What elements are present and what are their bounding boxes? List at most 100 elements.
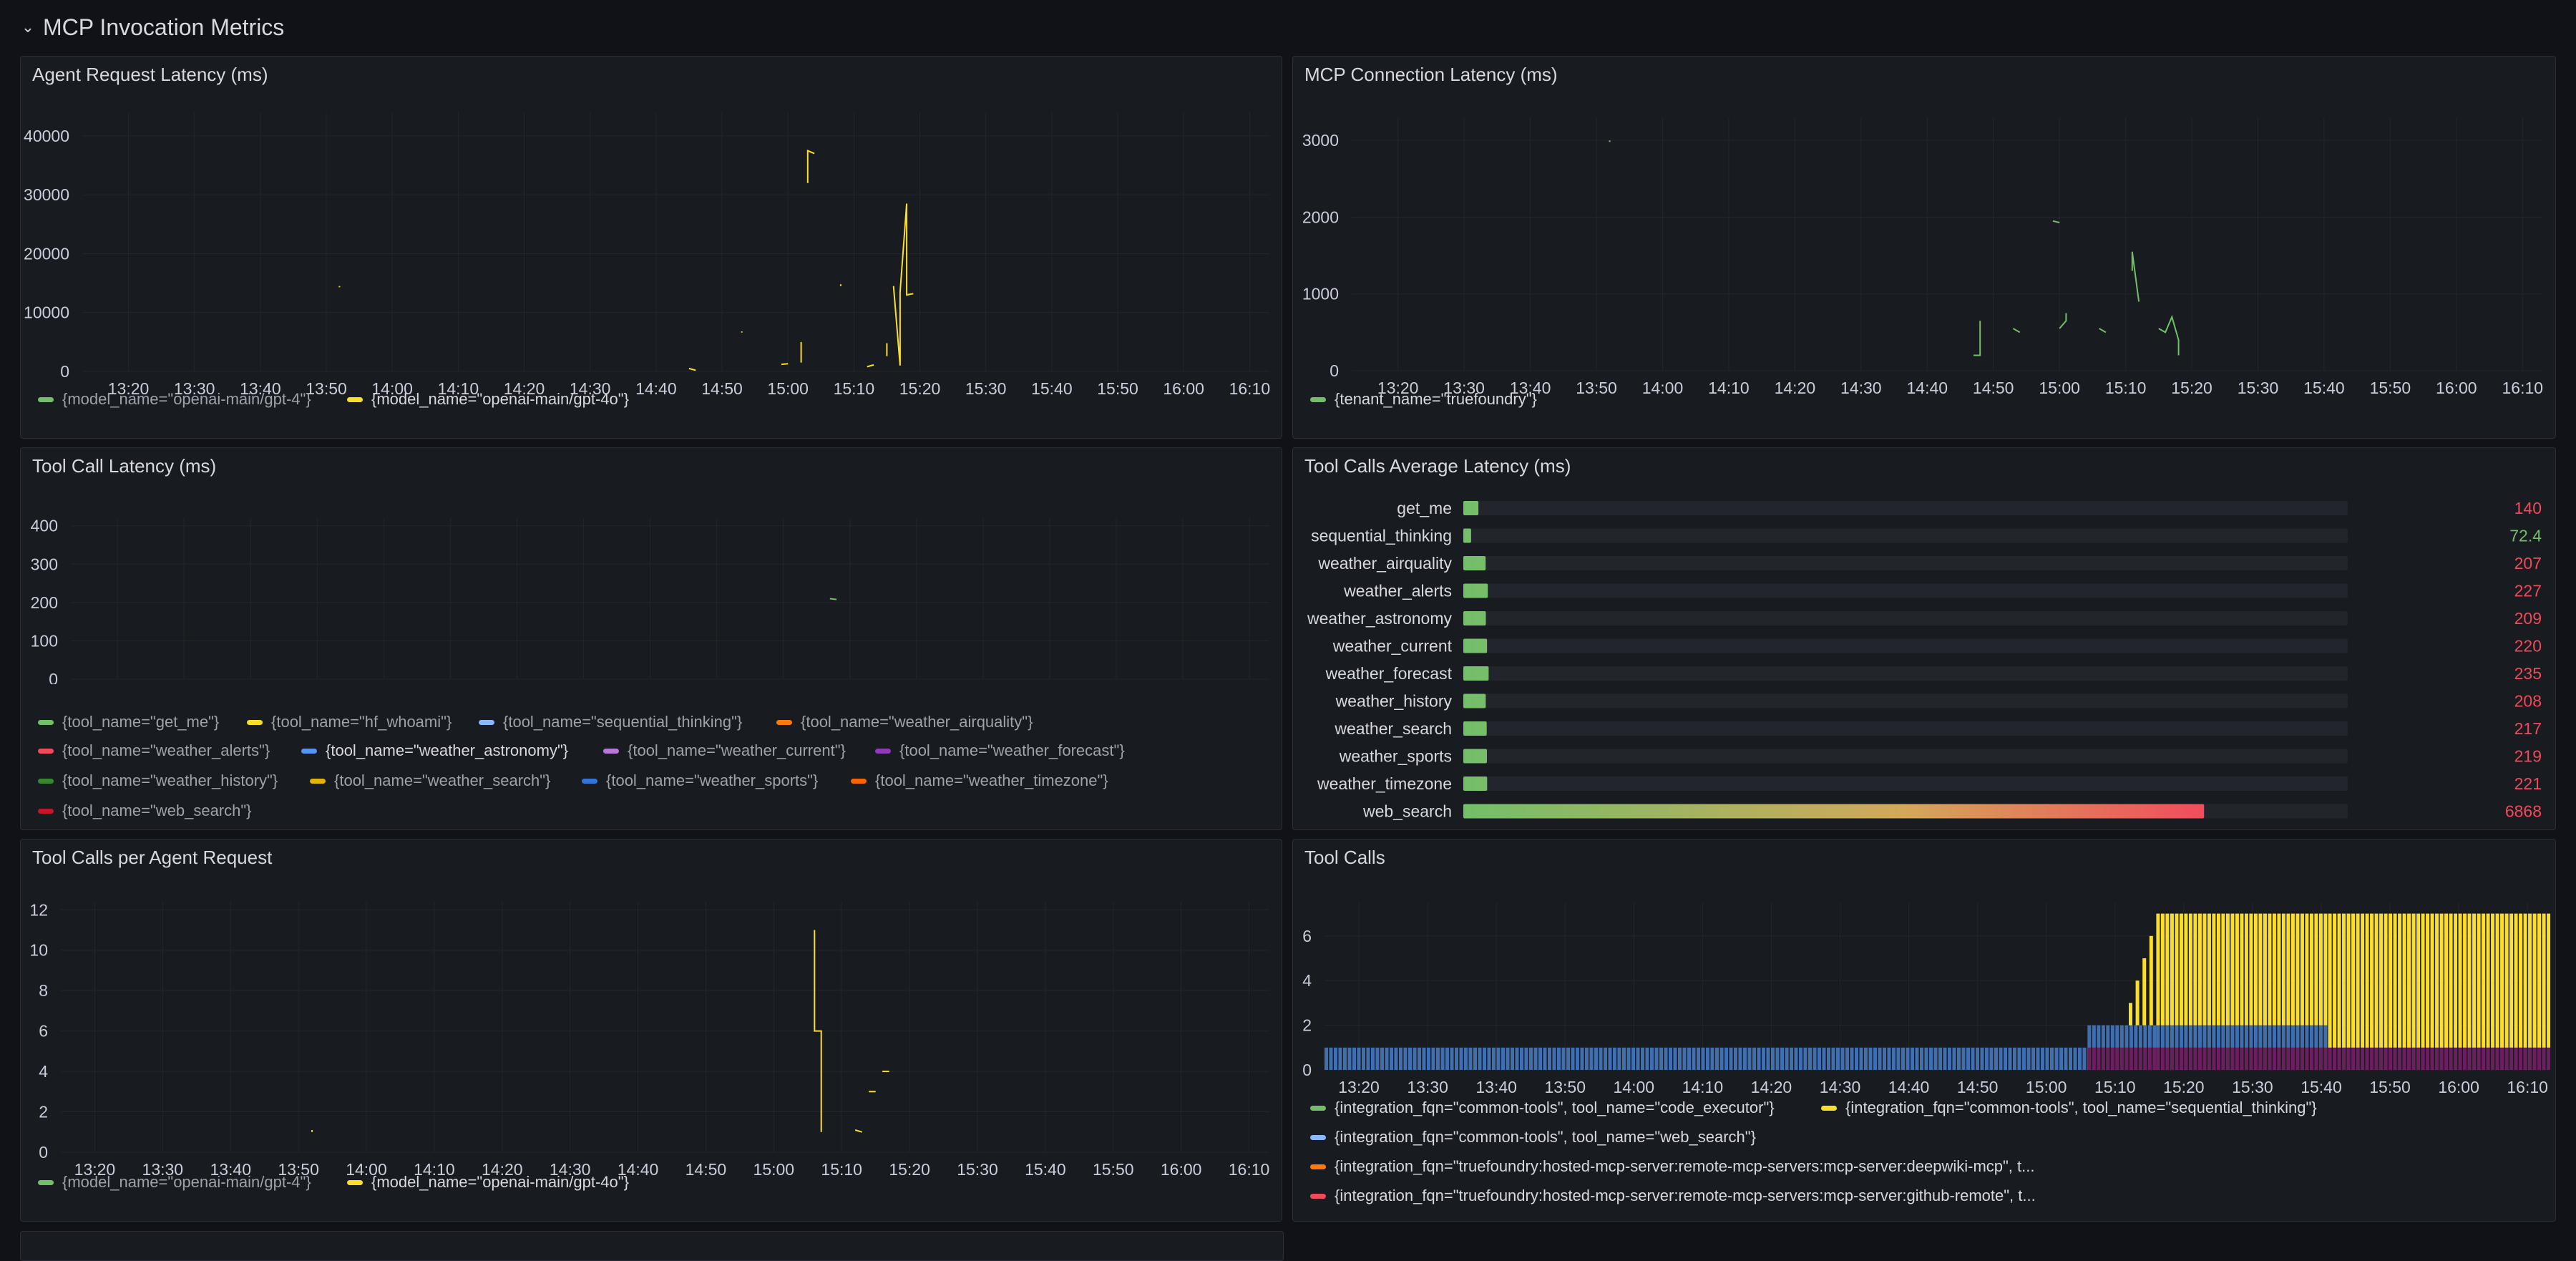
series-line[interactable] xyxy=(829,598,837,600)
series-line[interactable] xyxy=(1974,321,1981,356)
legend-item[interactable]: {tool_name="weather_search"} xyxy=(310,771,550,790)
legend-item[interactable]: {integration_fqn="truefoundry:hosted-mcp… xyxy=(1310,1157,2034,1176)
bar-fill[interactable] xyxy=(1463,804,2205,819)
stacked-bar-segment xyxy=(1533,1047,1538,1070)
tool-call-latency-panel[interactable]: Tool Call Latency (ms) 010020030040013:2… xyxy=(20,447,1282,830)
series-line[interactable] xyxy=(2099,328,2107,333)
calls-per-request-chart[interactable]: 0 2 4 6 8 10 12 13:20 13:30 13:40 13:50 14:00 14:10 1… xyxy=(21,839,1282,1222)
bar-fill[interactable] xyxy=(1463,776,1488,791)
stacked-bar-segment xyxy=(2207,1025,2211,1048)
stacked-bar-segment xyxy=(1822,1047,1826,1070)
series-line[interactable] xyxy=(814,930,822,1132)
stacked-bar-segment xyxy=(1827,1047,1830,1070)
x-tick-label: 13:20 xyxy=(74,1160,116,1179)
legend-item[interactable]: {model_name="openai-main/gpt-4o"} xyxy=(347,390,629,409)
series-line[interactable] xyxy=(2158,314,2180,356)
bar-value: 209 xyxy=(2514,609,2542,628)
legend-item[interactable]: {integration_fqn="common-tools", tool_na… xyxy=(1821,1099,2317,1117)
stacked-bar-segment xyxy=(1487,1047,1491,1070)
legend-item[interactable]: {tool_name="weather_alerts"} xyxy=(38,741,270,760)
stacked-bar-segment xyxy=(2281,1047,2285,1070)
legend-item[interactable]: {tenant_name="truefoundry"} xyxy=(1310,390,1537,409)
legend-item[interactable]: {tool_name="weather_airquality"} xyxy=(776,713,1033,731)
stacked-bar-segment xyxy=(1408,1047,1412,1070)
series-line[interactable] xyxy=(2131,251,2140,302)
series-line[interactable] xyxy=(867,364,874,368)
x-tick-label: 15:10 xyxy=(834,379,875,398)
legend-item[interactable]: {tool_name="sequential_thinking"} xyxy=(479,713,742,731)
legend-item[interactable]: {integration_fqn="common-tools", tool_na… xyxy=(1310,1099,1775,1117)
stacked-bar-segment xyxy=(2356,913,2360,1048)
legend-item[interactable]: {tool_name="hf_whoami"} xyxy=(247,713,452,731)
x-tick-label: 13:40 xyxy=(1510,379,1551,397)
legend-item[interactable]: {tool_name="get_me"} xyxy=(38,713,219,731)
x-tick-label: 15:30 xyxy=(957,1160,998,1179)
bar-fill[interactable] xyxy=(1463,611,1486,625)
bar-label: sequential_thinking xyxy=(1311,527,1452,545)
bar-fill[interactable] xyxy=(1463,583,1488,598)
legend-label: {model_name="openai-main/gpt-4"} xyxy=(62,390,311,408)
tool-calls-average-latency-panel[interactable]: Tool Calls Average Latency (ms) get_me 14… xyxy=(1292,447,2556,830)
tool-calls-per-agent-request-panel[interactable]: Tool Calls per Agent Request 0 2 4 6 8 10 12 13… xyxy=(20,839,1282,1222)
legend-label: {tool_name="hf_whoami"} xyxy=(271,713,452,731)
legend-item[interactable]: {tool_name="weather_history"} xyxy=(38,771,278,790)
bar-fill[interactable] xyxy=(1463,721,1487,736)
series-line[interactable] xyxy=(2059,313,2067,329)
legend-swatch xyxy=(247,719,263,725)
legend-item[interactable]: {tool_name="web_search"} xyxy=(38,802,252,820)
stacked-bar-segment xyxy=(2054,1047,2059,1070)
stacked-bar-segment xyxy=(1706,1047,1709,1070)
stacked-bar-segment xyxy=(2393,1047,2397,1070)
tool-calls-panel[interactable]: Tool Calls 0 2 4 6 13:20 13:30 13:40 13:50 14:00… xyxy=(1292,839,2556,1222)
stacked-bar-segment xyxy=(1440,1047,1445,1070)
stacked-bar-segment xyxy=(2249,1025,2253,1048)
series-line[interactable] xyxy=(688,367,696,371)
bar-track xyxy=(1463,528,2348,543)
series-line[interactable] xyxy=(2052,220,2060,223)
bar-fill[interactable] xyxy=(1463,556,1486,570)
legend-item[interactable]: {model_name="openai-main/gpt-4"} xyxy=(38,390,311,409)
mcp-connection-latency-panel[interactable]: MCP Connection Latency (ms) 0 1000 2000 300… xyxy=(1292,56,2556,439)
legend-item[interactable]: {integration_fqn="common-tools", tool_na… xyxy=(1310,1128,1756,1146)
y-tick-label: 200 xyxy=(31,593,58,612)
stacked-bar-segment xyxy=(2202,1047,2207,1070)
agent-request-latency-panel[interactable]: Agent Request Latency (ms) 0 10000 20000 30… xyxy=(20,56,1282,439)
x-tick-label: 13:40 xyxy=(240,379,281,398)
series-line[interactable] xyxy=(892,203,914,366)
bar-fill[interactable] xyxy=(1463,528,1471,543)
mcp-latency-chart[interactable]: 0 1000 2000 3000 13:20 13:30 13:40 13:50 14:00 14… xyxy=(1293,57,2556,439)
bar-fill[interactable] xyxy=(1463,638,1488,653)
stacked-bar-segment xyxy=(1631,1047,1635,1070)
stacked-bar-segment xyxy=(1734,1047,1737,1070)
stacked-bar-segment xyxy=(1669,1047,1672,1070)
tool-calls-chart[interactable]: 0 2 4 6 13:20 13:30 13:40 13:50 14:00 14:10 14:20 1… xyxy=(1293,839,2556,1097)
legend-item[interactable]: {tool_name="weather_sports"} xyxy=(582,771,818,790)
bar-fill[interactable] xyxy=(1463,749,1488,764)
chevron-down-icon[interactable]: ⌄ xyxy=(21,18,35,36)
x-tick-label: 14:40 xyxy=(1906,379,1948,397)
average-latency-bar-gauge[interactable]: get_me 140 sequential_thinking 72.4 weather_… xyxy=(1293,448,2556,830)
x-tick-label: 15:00 xyxy=(767,379,809,398)
bar-fill[interactable] xyxy=(1463,666,1489,681)
bar-fill[interactable] xyxy=(1463,693,1486,709)
row-header[interactable]: ⌄ MCP Invocation Metrics xyxy=(20,10,285,44)
series-line[interactable] xyxy=(854,1129,862,1133)
legend-item[interactable]: {model_name="openai-main/gpt-4"} xyxy=(38,1173,311,1192)
legend-item[interactable]: {tool_name="weather_forecast"} xyxy=(875,741,1125,760)
series-line[interactable] xyxy=(2012,328,2021,333)
stacked-bar-segment xyxy=(1599,1047,1603,1070)
stacked-bar-segment xyxy=(2509,1047,2514,1070)
legend-item[interactable]: {integration_fqn="truefoundry:hosted-mcp… xyxy=(1310,1187,2036,1205)
stacked-bar-segment xyxy=(2472,1047,2477,1070)
bar-fill[interactable] xyxy=(1463,501,1479,515)
series-line[interactable] xyxy=(806,149,815,183)
legend-item[interactable]: {model_name="openai-main/gpt-4o"} xyxy=(347,1173,629,1192)
legend-item[interactable]: {tool_name="weather_astronomy"} xyxy=(301,741,568,760)
legend-item[interactable]: {tool_name="weather_timezone"} xyxy=(851,771,1108,790)
tool-latency-chart[interactable]: 010020030040013:2013:3013:4013:5014:0014… xyxy=(21,448,1282,684)
stacked-bar-segment xyxy=(2240,1025,2244,1048)
legend-item[interactable]: {tool_name="weather_current"} xyxy=(603,741,846,760)
stacked-bar-segment xyxy=(1520,1047,1523,1070)
agent-latency-chart[interactable]: 0 10000 20000 30000 40000 13:20 13:30 13:40 13:5… xyxy=(21,57,1282,439)
bar-value: 227 xyxy=(2514,582,2542,600)
